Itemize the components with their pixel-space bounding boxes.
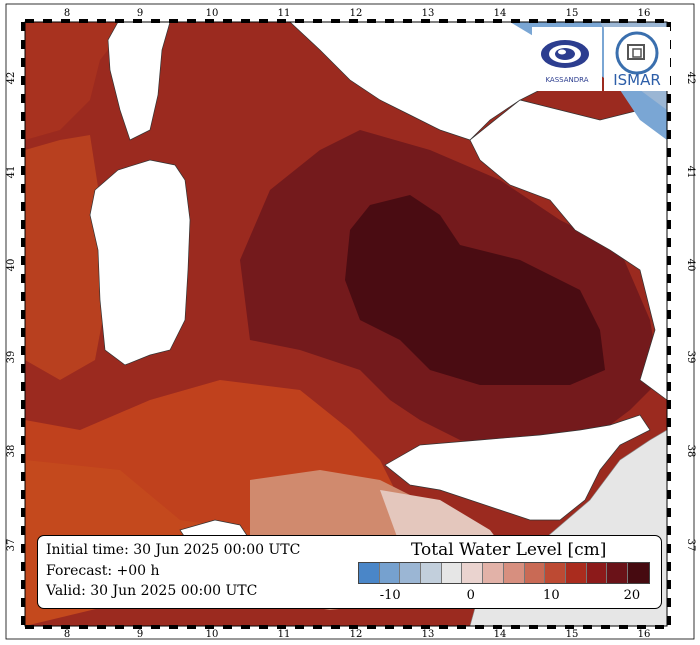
longitude-tick-label: 9 xyxy=(137,8,143,19)
longitude-tick-label: 13 xyxy=(422,629,435,640)
longitude-tick-label: 14 xyxy=(494,8,507,19)
colorbar-cell xyxy=(607,563,628,583)
corsica-island xyxy=(107,22,171,141)
longitude-tick-label: 12 xyxy=(350,629,363,640)
sea-zone-north-west xyxy=(25,22,130,140)
longitude-tick-label: 14 xyxy=(494,629,507,640)
colorbar-cell xyxy=(483,563,504,583)
longitude-tick-label: 10 xyxy=(206,629,219,640)
sardinia-island xyxy=(89,159,191,366)
latitude-tick-label: 42 xyxy=(685,72,696,85)
info-panel: Initial time: 30 Jun 2025 00:00 UTC Fore… xyxy=(37,535,662,609)
longitude-tick-label: 16 xyxy=(638,629,651,640)
colorbar-cell xyxy=(359,563,380,583)
latitude-tick-label: 41 xyxy=(6,166,17,179)
colorbar-cell xyxy=(421,563,442,583)
longitude-tick-label: 8 xyxy=(64,8,70,19)
longitude-tick-label: 16 xyxy=(638,8,651,19)
longitude-tick-label: 10 xyxy=(206,8,219,19)
longitude-tick-label: 15 xyxy=(566,629,579,640)
initial-time-text: Initial time: 30 Jun 2025 00:00 UTC xyxy=(46,542,301,558)
colorbar-cell xyxy=(462,563,484,583)
ismar-logo: ISMAR xyxy=(604,27,670,91)
latitude-tick-label: 37 xyxy=(6,539,17,552)
kassandra-logo: KASSANDRA xyxy=(532,27,602,91)
sea-zone-west xyxy=(25,135,110,380)
latitude-tick-label: 42 xyxy=(6,72,17,85)
kassandra-logo-icon: KASSANDRA xyxy=(541,40,589,84)
ismar-logo-icon: ISMAR xyxy=(613,31,661,89)
map-frame xyxy=(24,21,668,627)
latitude-tick-label: 37 xyxy=(685,539,696,552)
ismar-logo-text: ISMAR xyxy=(613,71,661,89)
valid-time-text: Valid: 30 Jun 2025 00:00 UTC xyxy=(46,583,258,599)
colorbar-cell xyxy=(379,563,401,583)
colorbar-tick-label: 20 xyxy=(623,588,641,603)
colorbar-cell xyxy=(400,563,422,583)
latitude-tick-label: 39 xyxy=(6,351,17,364)
colorbar-cell xyxy=(565,563,587,583)
colorbar-tick-label: -10 xyxy=(379,588,401,603)
colorbar-tick-label: 10 xyxy=(543,588,560,603)
longitude-tick-label: 8 xyxy=(64,629,70,640)
latitude-tick-label: 40 xyxy=(6,259,17,272)
forecast-text: Forecast: +00 h xyxy=(46,563,160,579)
sea-zone-darkest xyxy=(345,195,605,385)
colorbar-cell xyxy=(503,563,525,583)
colorbar-cell xyxy=(627,563,649,583)
latitude-tick-label: 41 xyxy=(685,166,696,179)
latitude-tick-label: 39 xyxy=(685,351,696,364)
latitude-tick-label: 40 xyxy=(685,259,696,272)
colorbar-cell xyxy=(545,563,566,583)
colorbar-cell xyxy=(524,563,546,583)
longitude-tick-label: 9 xyxy=(137,629,143,640)
longitude-tick-label: 15 xyxy=(566,8,579,19)
longitude-tick-label: 11 xyxy=(278,629,291,640)
italy-mainland-south xyxy=(469,99,667,401)
longitude-tick-label: 13 xyxy=(422,8,435,19)
colorbar xyxy=(358,562,650,584)
legend-title: Total Water Level [cm] xyxy=(411,540,607,560)
tick-labels: 8 8 9 9 10 10 11 11 12 12 13 13 14 14 15 15 16 16 42 42 41 41… xyxy=(6,8,696,640)
kassandra-logo-text: KASSANDRA xyxy=(545,76,588,84)
colorbar-tick-label: 0 xyxy=(466,588,475,603)
longitude-tick-label: 12 xyxy=(350,8,363,19)
sicily-island xyxy=(384,414,651,521)
colorbar-cell xyxy=(441,563,463,583)
colorbar-cell xyxy=(586,563,608,583)
latitude-tick-label: 38 xyxy=(6,445,17,458)
longitude-tick-label: 11 xyxy=(278,8,291,19)
outer-frame xyxy=(5,3,695,640)
latitude-tick-label: 38 xyxy=(685,445,696,458)
